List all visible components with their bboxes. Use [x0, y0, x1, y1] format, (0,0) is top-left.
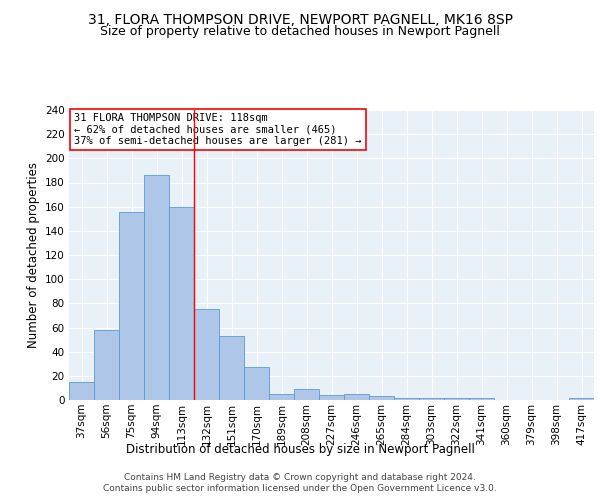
- Bar: [219, 336, 244, 400]
- Bar: [269, 394, 294, 400]
- Bar: [394, 398, 419, 400]
- Bar: [569, 398, 594, 400]
- Y-axis label: Number of detached properties: Number of detached properties: [26, 162, 40, 348]
- Bar: [119, 212, 144, 400]
- Bar: [419, 398, 444, 400]
- Text: Contains public sector information licensed under the Open Government Licence v3: Contains public sector information licen…: [103, 484, 497, 493]
- Bar: [469, 398, 494, 400]
- Text: Contains HM Land Registry data © Crown copyright and database right 2024.: Contains HM Land Registry data © Crown c…: [124, 472, 476, 482]
- Bar: [194, 310, 219, 400]
- Bar: [294, 389, 319, 400]
- Text: Size of property relative to detached houses in Newport Pagnell: Size of property relative to detached ho…: [100, 25, 500, 38]
- Bar: [444, 398, 469, 400]
- Bar: [94, 330, 119, 400]
- Bar: [369, 396, 394, 400]
- Bar: [144, 176, 169, 400]
- Bar: [244, 368, 269, 400]
- Bar: [344, 394, 369, 400]
- Text: 31 FLORA THOMPSON DRIVE: 118sqm
← 62% of detached houses are smaller (465)
37% o: 31 FLORA THOMPSON DRIVE: 118sqm ← 62% of…: [74, 113, 362, 146]
- Bar: [319, 395, 344, 400]
- Text: Distribution of detached houses by size in Newport Pagnell: Distribution of detached houses by size …: [125, 442, 475, 456]
- Bar: [69, 382, 94, 400]
- Text: 31, FLORA THOMPSON DRIVE, NEWPORT PAGNELL, MK16 8SP: 31, FLORA THOMPSON DRIVE, NEWPORT PAGNEL…: [88, 12, 512, 26]
- Bar: [169, 206, 194, 400]
